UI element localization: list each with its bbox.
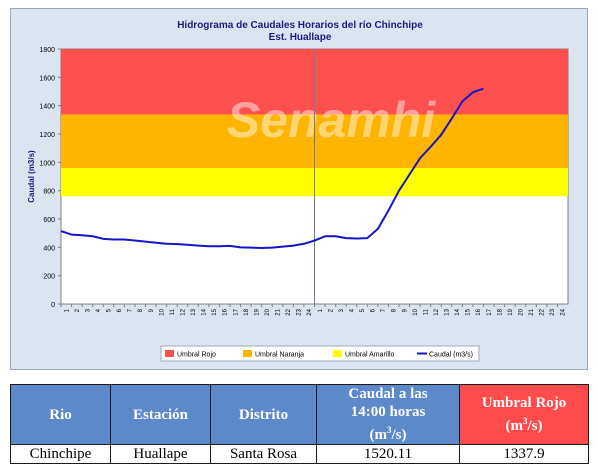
x-tick-label: 18 — [244, 308, 250, 315]
x-tick-label: 23 — [550, 308, 556, 315]
x-tick-label: 13 — [191, 308, 197, 315]
cell-umbral: 1337.9 — [459, 444, 589, 464]
x-tick-label: 6 — [371, 308, 377, 312]
x-tick-label: 20 — [518, 308, 524, 315]
x-tick-label: 3 — [85, 308, 91, 312]
legend-swatch — [333, 350, 342, 357]
legend-label: Umbral Naranja — [255, 352, 304, 359]
x-tick-label: 12 — [180, 308, 186, 315]
legend-swatch — [243, 350, 252, 357]
y-tick-label: 800 — [43, 189, 55, 196]
watermark: Senamhi — [227, 92, 437, 148]
y-tick-label: 1600 — [39, 75, 55, 82]
x-tick-label: 24 — [307, 308, 313, 315]
chart-panel: Senamhi Hidrograma de Caudales Horarios d… — [10, 8, 588, 370]
x-tick-label: 14 — [455, 308, 461, 315]
header-distrito: Distrito — [210, 384, 317, 445]
x-tick-label: 9 — [149, 308, 155, 312]
header-umbral-rojo: Umbral Rojo (m3/s) — [459, 384, 589, 445]
x-tick-label: 2 — [75, 308, 81, 312]
cell-distrito: Santa Rosa — [210, 444, 317, 464]
header-rio: Rio — [10, 384, 111, 445]
y-tick-label: 400 — [43, 245, 55, 252]
y-tick-label: 1800 — [39, 47, 55, 54]
y-tick-label: 200 — [43, 274, 55, 281]
y-tick-label: 600 — [43, 217, 55, 224]
x-tick-label: 15 — [466, 308, 472, 315]
x-tick-label: 8 — [138, 308, 144, 312]
x-tick-label: 14 — [202, 308, 208, 315]
hydrograph-chart: Senamhi Hidrograma de Caudales Horarios d… — [27, 20, 569, 362]
x-tick-label: 4 — [96, 308, 102, 312]
x-tick-label: 2 — [328, 308, 334, 312]
x-tick-label: 7 — [128, 308, 134, 312]
legend-label: Umbral Rojo — [177, 352, 216, 359]
y-tick-label: 1400 — [39, 104, 55, 111]
x-tick-label: 22 — [540, 308, 546, 315]
chart-subtitle: Est. Huallape — [269, 32, 332, 43]
x-tick-label: 10 — [413, 308, 419, 315]
summary-table: Rio Estación Distrito Caudal a las 14:00… — [10, 384, 589, 464]
header-estacion: Estación — [110, 384, 211, 445]
legend-label: Umbral Amarillo — [345, 352, 395, 359]
x-tick-label: 24 — [561, 308, 567, 315]
cell-estacion: Huallape — [110, 444, 211, 464]
x-tick-label: 19 — [508, 308, 514, 315]
x-tick-label: 19 — [254, 308, 260, 315]
x-tick-label: 3 — [339, 308, 345, 312]
cell-caudal: 1520.11 — [316, 444, 460, 464]
y-tick-label: 0 — [51, 302, 55, 309]
series-line-caudal — [60, 87, 484, 250]
x-tick-label: 6 — [117, 308, 123, 312]
table-row: Chinchipe Huallape Santa Rosa 1520.11 13… — [10, 444, 589, 464]
y-tick-label: 1000 — [39, 160, 55, 167]
table-header-row: Rio Estación Distrito Caudal a las 14:00… — [10, 384, 589, 445]
legend-box — [160, 345, 480, 362]
x-tick-label: 16 — [223, 308, 229, 315]
header-caudal: Caudal a las 14:00 horas (m3/s) — [316, 384, 460, 445]
x-tick-label: 15 — [212, 308, 218, 315]
x-tick-label: 12 — [434, 308, 440, 315]
y-axis-label: Caudal (m3/s) — [27, 150, 36, 203]
chart-title: Hidrograma de Caudales Horarios del río … — [177, 20, 423, 31]
x-tick-label: 8 — [392, 308, 398, 312]
x-tick-label: 17 — [233, 308, 239, 315]
y-tick-label: 1200 — [39, 132, 55, 139]
legend-swatch — [165, 350, 174, 357]
x-tick-label: 4 — [349, 308, 355, 312]
legend-label: Caudal (m3/s) — [429, 352, 473, 359]
x-tick-label: 5 — [360, 308, 366, 312]
cell-rio: Chinchipe — [10, 444, 111, 464]
x-tick-label: 13 — [445, 308, 451, 315]
x-tick-label: 21 — [529, 308, 535, 315]
x-tick-label: 18 — [497, 308, 503, 315]
x-tick-label: 9 — [402, 308, 408, 312]
x-tick-label: 22 — [286, 308, 292, 315]
x-tick-label: 11 — [170, 308, 176, 315]
x-tick-label: 23 — [297, 308, 303, 315]
x-tick-label: 21 — [276, 308, 282, 315]
x-tick-label: 1 — [318, 308, 324, 312]
x-tick-label: 20 — [265, 308, 271, 315]
x-tick-label: 11 — [423, 308, 429, 315]
x-tick-label: 10 — [159, 308, 165, 315]
x-tick-label: 5 — [107, 308, 113, 312]
x-tick-label: 1 — [64, 308, 70, 312]
x-tick-label: 16 — [476, 308, 482, 315]
x-tick-label: 7 — [381, 308, 387, 312]
x-tick-label: 17 — [487, 308, 493, 315]
